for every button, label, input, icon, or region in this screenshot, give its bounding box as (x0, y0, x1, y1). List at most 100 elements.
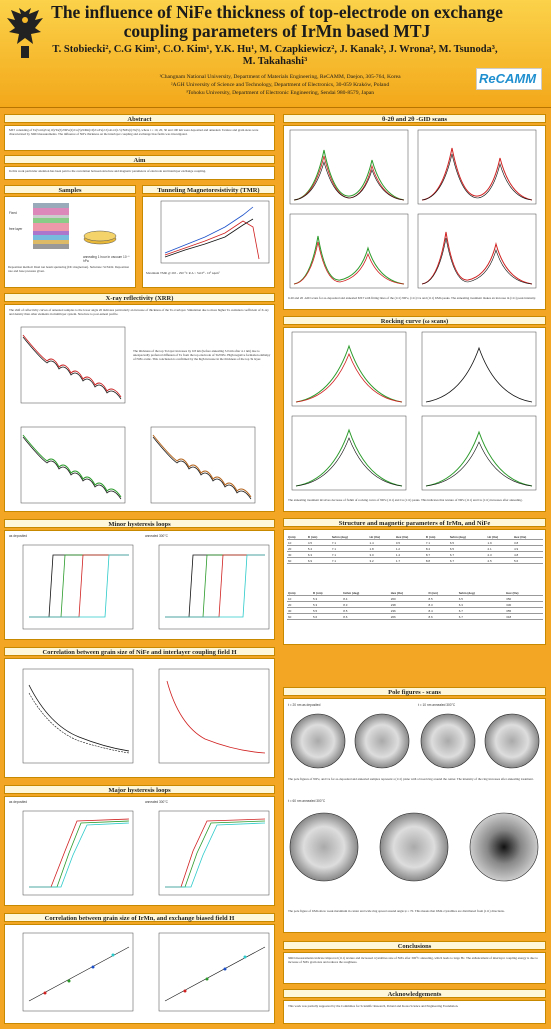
table-header-cell: fwhm (deg) (448, 534, 487, 540)
table-cell: 5.3 (312, 595, 343, 602)
samples-caption: Deposition method: Dual ion beam sputter… (8, 265, 129, 274)
structure-heading: Structure and magnetic parameters of IrM… (283, 518, 546, 527)
minor-loop-chart-2 (158, 544, 270, 630)
irmn-table-header: t(nm) D (nm) fwhm (deg) Hex (Oe) D (nm) fwhm … (287, 590, 543, 596)
table-cell: 6.9 (306, 557, 331, 564)
author-list: T. Stobiecki², C.G Kim¹, C.O. Kim¹, Y.K.… (52, 44, 498, 67)
rocking-heading: Rocking curve (ω scans) (283, 316, 546, 325)
pole-caption-2: The pole figure of IrMn show weak maximu… (288, 909, 505, 913)
table-row: 60 5.6 8.6 266 8.6 6.7 318 (287, 613, 543, 620)
major-asdep-label: as deposited (9, 800, 28, 804)
table-header-cell: D (nm) (306, 534, 331, 540)
table-cell: 6.5 (457, 595, 506, 602)
xrd-panel: θ-2θ and 2θ -GID scans for as-deposited … (283, 125, 546, 310)
table-cell: 6.3 (306, 551, 331, 558)
corr2-heading: Correlation between grain size of IrMn, … (4, 913, 275, 922)
irmn-table: t(nm) D (nm) fwhm (deg) Hex (Oe) D (nm) fwhm … (287, 590, 543, 620)
tmr-panel: Maximum TMR @ 265 - 290 °C R A ~ 5x10⁴ -… (142, 196, 275, 288)
corr2-panel (4, 924, 275, 1024)
table-cell: 2.3 (486, 551, 513, 558)
table-cell: 10 (287, 595, 313, 602)
table-cell: 30 (287, 607, 313, 614)
recamm-logo-text: ReCAMM (479, 71, 537, 86)
corr1-chart-1 (22, 668, 134, 764)
table-header-cell: Hc (Oe) (368, 534, 395, 540)
table-cell: 350 (505, 595, 543, 602)
table-cell: 8.7 (424, 551, 449, 558)
table-cell: 1.7 (394, 557, 425, 564)
table-cell: 6.7 (457, 607, 506, 614)
ack-body: This work was partially supported by the… (283, 1000, 546, 1024)
xrr-heading: X-ray reflectivity (XRR) (4, 293, 275, 302)
table-cell: 7.1 (330, 545, 369, 552)
table-row: 10 5.3 8.4 260 8.5 6.5 350 (287, 595, 543, 602)
table-header-cell: fwhm (deg) (457, 590, 506, 596)
table-cell: 8.4 (342, 595, 390, 602)
table-cell: 266 (389, 613, 428, 620)
poster-title: The influence of NiFe thickness of top-e… (51, 2, 503, 41)
minor-asdep-label: as deposited (9, 534, 28, 538)
major-loop-chart-1 (22, 810, 134, 896)
table-header-cell: Hex (Oe) (394, 534, 425, 540)
minor-loops-panel: as deposited annealed 300°C (4, 530, 275, 640)
table-cell: 6.5 (448, 545, 487, 552)
table-cell: 3.8 (512, 539, 543, 546)
table-cell: 60 (287, 613, 313, 620)
recamm-logo (476, 68, 542, 90)
aim-heading: Aim (4, 155, 275, 164)
university-eagle-logo (7, 8, 43, 58)
affiliations: ¹Changnam National University, Departmen… (60, 73, 500, 97)
pole-annealed2-label: t = 60 nm annealed 300°C (288, 799, 326, 803)
table-cell: 8.8 (424, 557, 449, 564)
affiliation-3: ³Tohoku University, Department of Electr… (185, 90, 375, 96)
table-header-cell: D (nm) (427, 590, 458, 596)
table-cell: 8.5 (342, 607, 390, 614)
table-cell: 10 (287, 539, 307, 546)
pole-heading: Pole figures - scans (283, 687, 546, 696)
rocking-panel: The annealing treatment involves decreas… (283, 327, 546, 512)
table-header-cell: D (nm) (424, 534, 449, 540)
abstract-heading: Abstract (4, 114, 275, 123)
xrr-side-text: The thickness of the top Ta layer increa… (133, 349, 271, 362)
major-loop-chart-2 (158, 810, 270, 896)
table-row: 60 6.9 7.1 3.2 1.7 8.8 6.7 2.5 5.6 (287, 557, 543, 564)
samples-panel: Fixed free layer annealing 1 hour in vac… (4, 196, 136, 288)
table-cell: 8.3 (427, 601, 458, 608)
table-header-cell: Hex (Oe) (512, 534, 543, 540)
table-cell: 5.5 (312, 607, 343, 614)
major-annealed-label: annealed 300°C (145, 800, 168, 804)
ack-heading: Acknowledgements (283, 989, 546, 998)
minor-loop-chart-1 (22, 544, 134, 630)
xrd-charts (289, 129, 537, 289)
conclusions-body: XRD measurements indicate improved (111)… (283, 952, 546, 984)
poster-header (0, 0, 551, 108)
pole-figures-row1 (290, 713, 540, 769)
table-cell: 4.5 (306, 539, 331, 546)
table-header-cell: Hex (Oe) (389, 590, 428, 596)
table-header-cell: fwhm (deg) (342, 590, 390, 596)
table-cell: 6.7 (448, 551, 487, 558)
table-cell: 236 (389, 607, 428, 614)
label-fixed: Fixed (9, 211, 17, 215)
table-cell: 5.4 (306, 545, 331, 552)
table-cell: 60 (287, 557, 307, 564)
table-cell: 5.6 (512, 557, 543, 564)
table-cell: 6.7 (457, 613, 506, 620)
table-header-cell: Hex (Oe) (505, 590, 543, 596)
table-row: 30 6.3 7.1 3.0 1.4 8.7 6.7 2.3 4.8 (287, 551, 543, 558)
aim-body: In this work particular attention has be… (4, 166, 275, 180)
affiliation-2: ²AGH University of Science and Technolog… (170, 82, 390, 88)
xrr-chart-1 (20, 326, 126, 404)
xrr-chart-2 (20, 426, 126, 504)
table-cell: 1.2 (394, 545, 425, 552)
table-cell: 5.3 (312, 601, 343, 608)
pole-panel: t = 20 nm as deposited t = 10 nm anneale… (283, 698, 546, 933)
tmr-chart (160, 200, 270, 264)
corr1-chart-2 (158, 668, 270, 764)
xrr-panel: The shift of reflectivity curves of anne… (4, 304, 275, 512)
table-cell: 8.5 (427, 595, 458, 602)
abstract-body: MTJ consisting of Ta(5 nm)/Cu(10)/Ta(5)/… (4, 125, 275, 151)
nife-table-header: t(nm) D (nm) fwhm (deg) Hc (Oe) Hex (Oe) D (n… (287, 534, 543, 540)
table-cell: 260 (389, 595, 428, 602)
table-header-cell: t(nm) (287, 590, 313, 596)
